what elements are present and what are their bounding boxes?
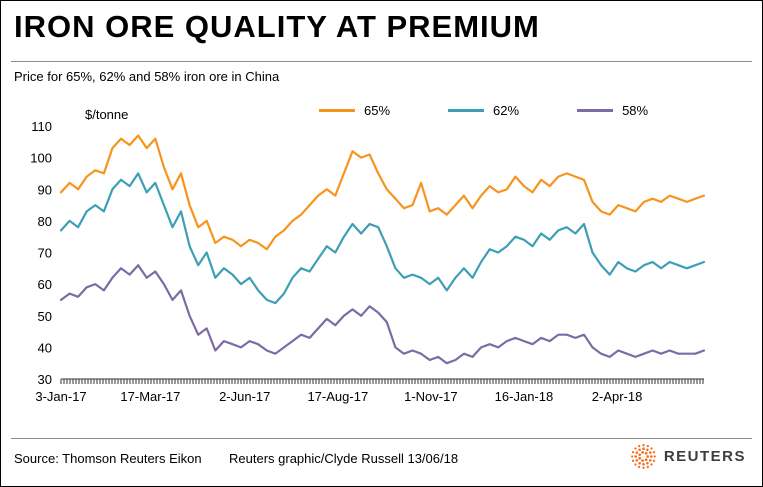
- legend-swatch-65: [319, 109, 355, 112]
- logo-dot: [638, 453, 641, 457]
- x-tick-label: 17-Mar-17: [120, 389, 180, 404]
- logo-dot: [644, 458, 648, 462]
- logo-dot: [652, 459, 655, 462]
- legend-label-58: 58%: [622, 103, 649, 118]
- logo-dot: [634, 463, 637, 466]
- y-tick-label: 100: [30, 151, 52, 166]
- x-tick-label: 2-Apr-18: [592, 389, 643, 404]
- chart-legend: 65% 62% 58%: [319, 103, 648, 118]
- legend-item: 65%: [319, 103, 390, 118]
- logo-dot: [650, 447, 653, 450]
- logo-dot: [642, 444, 645, 447]
- y-tick-label: 40: [38, 340, 52, 355]
- x-axis-ticks: [60, 379, 704, 384]
- logo-dot: [653, 455, 656, 458]
- logo-dot: [646, 455, 649, 458]
- legend-label-65: 65%: [364, 103, 391, 118]
- legend-item: 58%: [577, 103, 648, 118]
- price-chart: 30 40 50 60 70 80 90 100 110 3-Jan-17 17-Mar-17 2-J…: [30, 119, 706, 404]
- logo-dot: [638, 461, 641, 465]
- x-tick-label: 16-Jan-18: [495, 389, 554, 404]
- reuters-dots-icon: [630, 444, 656, 469]
- logo-dot: [642, 463, 645, 466]
- logo-dot: [642, 466, 645, 469]
- y-tick-label: 90: [38, 182, 52, 197]
- logo-dot: [646, 444, 649, 448]
- logo-dot: [630, 455, 634, 458]
- legend-swatch-62: [448, 109, 485, 112]
- title-divider: [11, 61, 752, 62]
- x-tick-label: 1-Nov-17: [404, 389, 457, 404]
- y-tick-label: 80: [38, 214, 52, 229]
- logo-dot: [631, 459, 635, 462]
- logo-dot: [642, 447, 645, 450]
- credit-text: Reuters graphic/Clyde Russell 13/06/18: [229, 451, 459, 466]
- y-tick-label: 50: [38, 309, 52, 324]
- logo-dot: [644, 451, 648, 455]
- series-line-58%: [59, 264, 706, 365]
- logo-dot: [646, 465, 649, 469]
- legend-label-62: 62%: [493, 103, 520, 118]
- reuters-wordmark: REUTERS: [663, 448, 746, 465]
- y-tick-label: 70: [38, 246, 52, 261]
- x-tick-label: 17-Aug-17: [307, 389, 368, 404]
- legend-item: 62%: [448, 103, 519, 118]
- logo-dot: [638, 448, 641, 452]
- logo-dot: [645, 461, 649, 465]
- logo-dot: [649, 455, 653, 458]
- logo-dot: [637, 465, 641, 469]
- reuters-logo: REUTERS: [630, 443, 746, 470]
- logo-dot: [635, 451, 638, 454]
- x-tick-label: 2-Jun-17: [219, 389, 270, 404]
- chart-subtitle: Price for 65%, 62% and 58% iron ore in C…: [14, 69, 280, 84]
- y-tick-label: 30: [38, 372, 52, 387]
- series-line-62%: [59, 172, 706, 305]
- logo-dot: [641, 451, 644, 454]
- logo-dot: [652, 451, 655, 454]
- logo-dot: [634, 455, 637, 458]
- y-tick-label: 60: [38, 277, 52, 292]
- logo-dot: [650, 463, 653, 466]
- y-axis-unit-label: $/tonne: [85, 107, 129, 122]
- logo-dot: [631, 451, 635, 454]
- footer-divider: [11, 438, 752, 439]
- logo-dot: [637, 444, 641, 448]
- logo-dot: [634, 447, 637, 450]
- logo-dot: [648, 451, 652, 454]
- page-title: IRON ORE QUALITY AT PREMIUM: [14, 9, 540, 44]
- logo-dot: [641, 459, 644, 462]
- source-text: Source: Thomson Reuters Eikon: [14, 451, 202, 466]
- x-tick-label: 3-Jan-17: [35, 389, 86, 404]
- series-line-65%: [59, 134, 706, 251]
- logo-dot: [648, 459, 652, 462]
- logo-dot: [638, 456, 641, 460]
- y-tick-label: 110: [31, 119, 52, 134]
- legend-swatch-58: [577, 109, 614, 112]
- logo-dot: [645, 448, 649, 452]
- logo-dot: [635, 459, 638, 462]
